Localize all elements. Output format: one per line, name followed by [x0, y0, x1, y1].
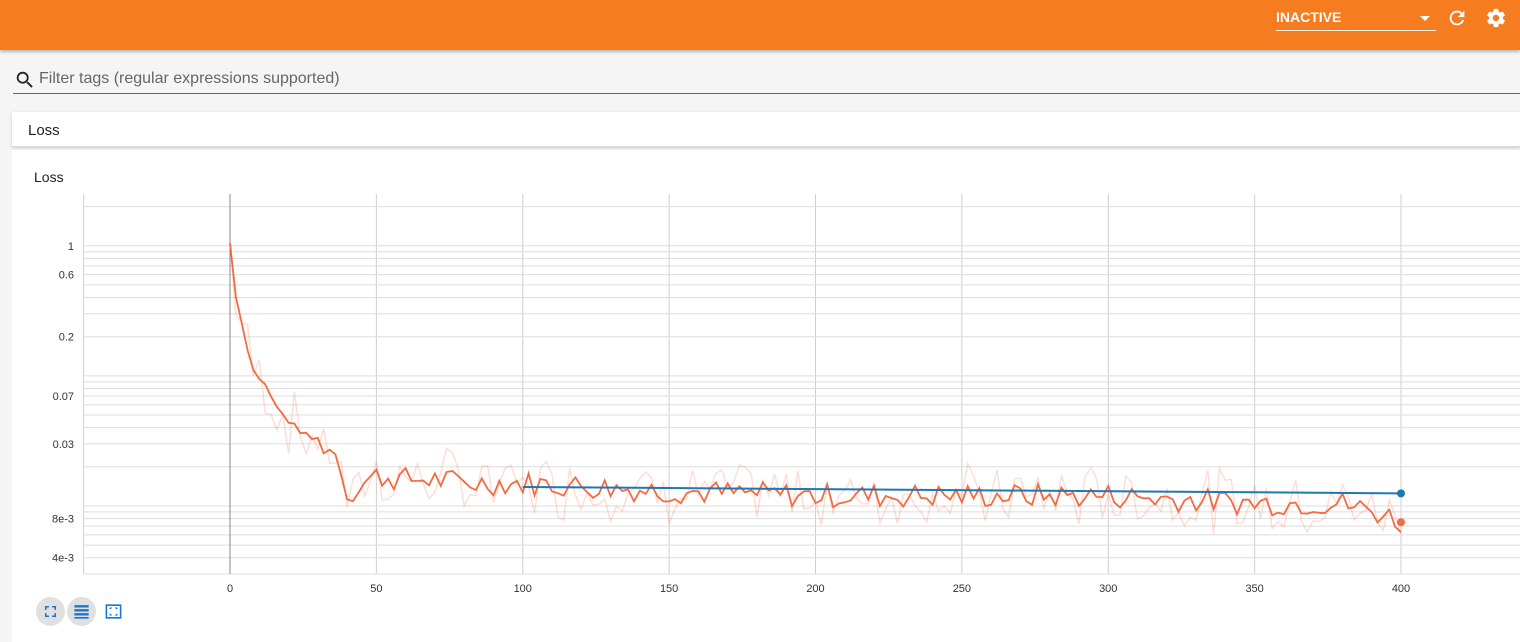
x-tick-label: 250: [953, 583, 971, 595]
filter-tags-input[interactable]: [37, 67, 1441, 91]
x-tick-label: 150: [660, 583, 678, 595]
series-blue-endpoint: [1397, 489, 1405, 498]
fit-to-data-icon: [105, 604, 122, 619]
settings-gear-icon[interactable]: [1485, 7, 1507, 29]
y-tick-label: 0.03: [53, 439, 74, 451]
search-icon: [16, 71, 33, 88]
chart-title: Loss: [34, 169, 64, 185]
series-blue-line: [522, 485, 1402, 495]
lines-icon: [74, 605, 89, 619]
tag-filter: [13, 64, 1520, 94]
x-tick-label: 0: [227, 583, 233, 595]
top-toolbar: INACTIVE: [0, 0, 1520, 50]
x-tick-label: 100: [514, 583, 532, 595]
run-selector-value: INACTIVE: [1276, 9, 1342, 25]
x-tick-label: 200: [806, 583, 824, 595]
reload-icon[interactable]: [1446, 7, 1468, 29]
y-tick-label: 1: [68, 241, 74, 253]
y-tick-label: 0.2: [59, 332, 74, 344]
series-orange-endpoint: [1397, 518, 1405, 527]
fit-domain-button[interactable]: [99, 597, 128, 626]
chart-card: Loss 0 50 100 150 200 250 300 350 400 1 0.6 0.2 0.07…: [12, 150, 1520, 642]
expand-chart-button[interactable]: [36, 597, 65, 626]
chevron-down-icon: [1420, 16, 1430, 21]
x-tick-label: 400: [1392, 583, 1410, 595]
loss-chart[interactable]: 0 50 100 150 200 250 300 350 400 1 0.6 0.2 0.07 0.03 8…: [12, 150, 1520, 642]
y-tick-label: 0.07: [53, 391, 74, 403]
category-header-loss[interactable]: Loss: [12, 112, 1520, 147]
category-title: Loss: [28, 122, 60, 139]
x-tick-label: 350: [1245, 583, 1263, 595]
y-tick-label: 4e-3: [52, 553, 74, 565]
log-scale-toggle-button[interactable]: [67, 597, 96, 626]
y-tick-label: 0.6: [59, 270, 74, 282]
fullscreen-icon: [44, 605, 57, 618]
series-orange-line: [229, 242, 1402, 533]
x-tick-label: 300: [1099, 583, 1117, 595]
y-tick-label: 8e-3: [52, 514, 74, 526]
run-selector-dropdown[interactable]: INACTIVE: [1276, 6, 1436, 31]
x-tick-label: 50: [370, 583, 382, 595]
